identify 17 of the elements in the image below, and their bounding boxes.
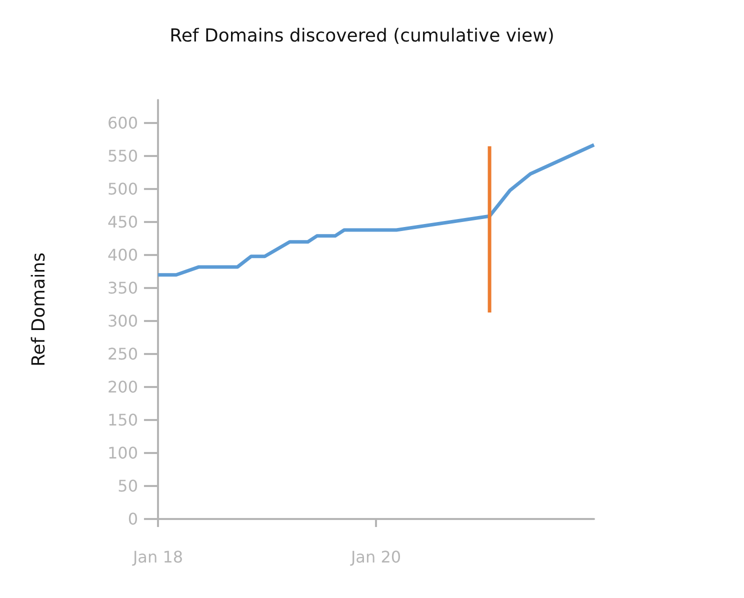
y-tick-label: 150 (107, 410, 138, 430)
y-tick-label: 550 (107, 146, 138, 166)
y-tick-label: 0 (128, 510, 138, 528)
y-axis-title: Ref Domains (28, 252, 50, 367)
x-tick-label: Jan 20 (350, 548, 402, 566)
chart-title: Ref Domains discovered (cumulative view) (170, 26, 554, 46)
y-tick-label: 300 (107, 312, 138, 331)
x-tick-label: Jan 18 (132, 548, 184, 566)
y-tick-label: 250 (107, 344, 138, 364)
y-tick-label: 50 (118, 476, 138, 496)
y-tick-label: 450 (107, 212, 138, 232)
y-tick-label: 100 (107, 444, 138, 463)
y-tick-label: 200 (107, 378, 138, 397)
y-tick-label: 500 (107, 180, 138, 199)
y-tick-label: 600 (107, 114, 138, 133)
y-tick-label: 350 (107, 278, 138, 298)
y-tick-label: 400 (107, 246, 138, 265)
